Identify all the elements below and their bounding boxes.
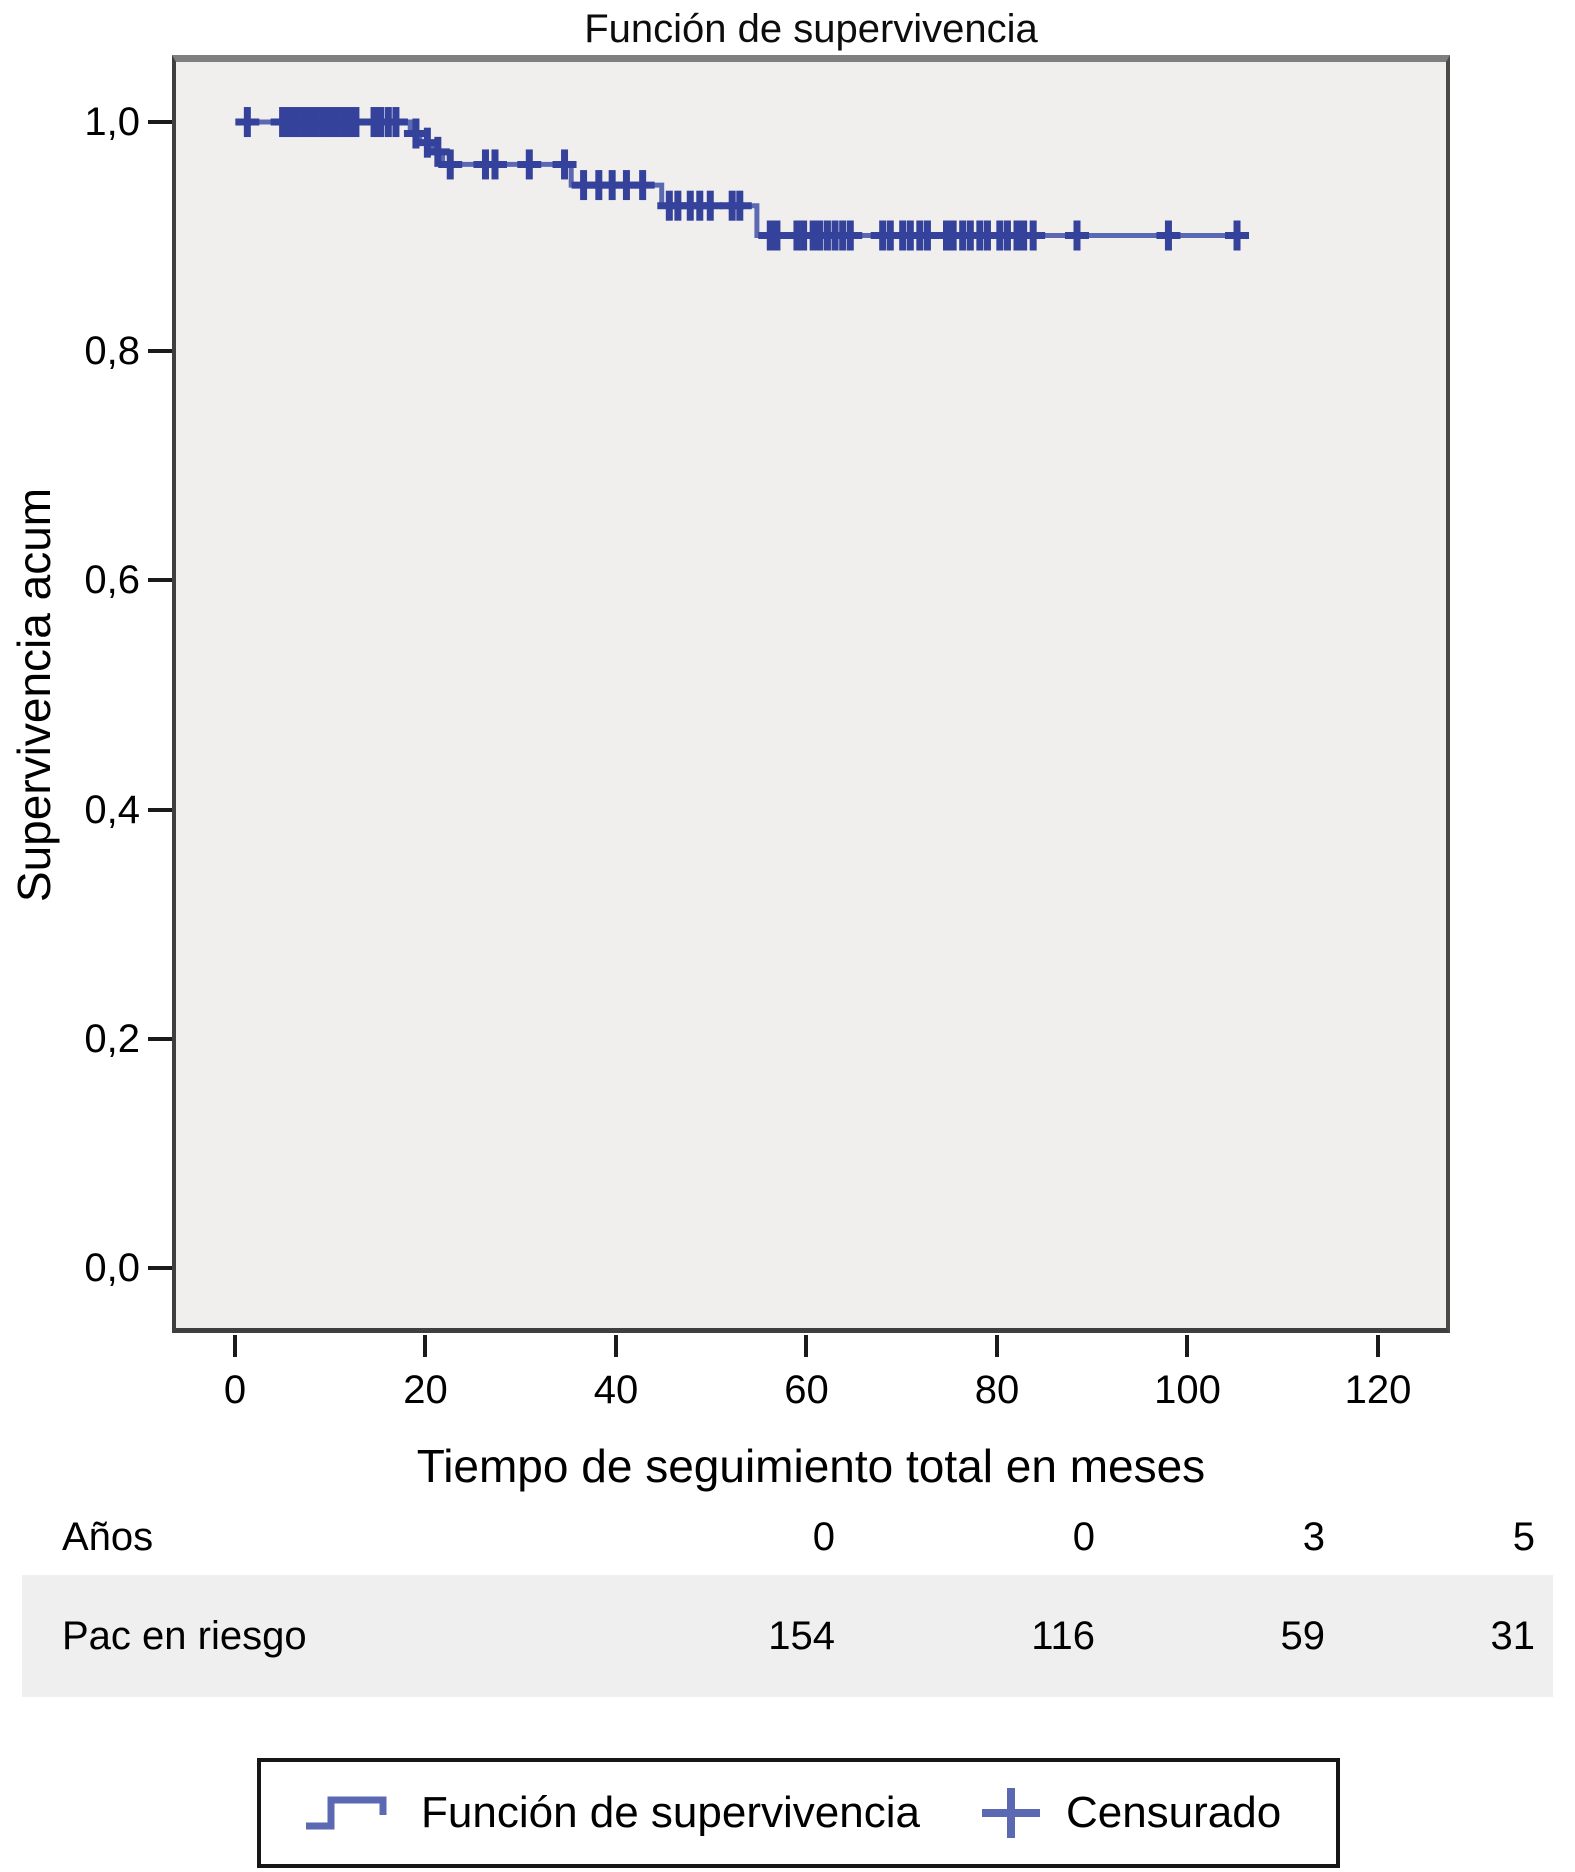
x-axis-tick bbox=[232, 1335, 237, 1357]
x-axis-tick bbox=[994, 1335, 999, 1357]
y-axis-tick-label: 0,0 bbox=[84, 1246, 140, 1291]
patients-at-risk-row-label: Pac en riesgo bbox=[62, 1614, 307, 1658]
patients-at-risk-value: 154 bbox=[768, 1614, 835, 1658]
y-axis-tick-label: 1,0 bbox=[84, 100, 140, 145]
legend-label-censored: Censurado bbox=[1065, 1788, 1282, 1837]
x-axis-tick bbox=[1185, 1335, 1190, 1357]
y-axis-tick bbox=[148, 349, 172, 354]
legend-label-survival: Función de supervivencia bbox=[421, 1788, 920, 1837]
years-value: 0 bbox=[812, 1515, 835, 1559]
years-value: 5 bbox=[1512, 1515, 1535, 1559]
x-axis-tick-label: 80 bbox=[974, 1368, 1020, 1412]
x-axis-tick bbox=[423, 1335, 428, 1357]
y-axis-tick bbox=[148, 578, 172, 583]
patients-at-risk-value: 116 bbox=[1031, 1614, 1095, 1658]
x-axis-tick-label: 20 bbox=[403, 1368, 448, 1412]
legend: Función de supervivencia Censurado bbox=[257, 1758, 1340, 1868]
x-axis-tick bbox=[613, 1335, 618, 1357]
x-axis-tick-label: 100 bbox=[1154, 1368, 1221, 1412]
years-value: 3 bbox=[1302, 1515, 1325, 1559]
chart-title: Función de supervivencia bbox=[584, 7, 1038, 51]
x-axis-title: Tiempo de seguimiento total en meses bbox=[416, 1440, 1206, 1492]
step-line-icon bbox=[306, 1796, 387, 1830]
y-axis-tick bbox=[148, 807, 172, 812]
patients-at-risk-value: 31 bbox=[1490, 1614, 1536, 1658]
x-axis-tick-label: 60 bbox=[784, 1368, 829, 1412]
patients-at-risk-value: 59 bbox=[1280, 1614, 1326, 1658]
years-value: 0 bbox=[1072, 1515, 1095, 1559]
x-axis-tick bbox=[1375, 1335, 1380, 1357]
y-axis-tick bbox=[148, 1266, 172, 1271]
x-axis-tick-label: 40 bbox=[593, 1368, 639, 1412]
y-axis-tick-label: 0,4 bbox=[84, 787, 140, 832]
y-axis-tick bbox=[148, 1036, 172, 1041]
y-axis-tick-label: 0,6 bbox=[84, 558, 140, 603]
x-axis-tick-label: 120 bbox=[1344, 1368, 1412, 1412]
y-axis-tick bbox=[148, 120, 172, 125]
plus-icon bbox=[981, 1788, 1040, 1838]
plot-area bbox=[172, 55, 1450, 1333]
y-axis-tick-label: 0,2 bbox=[84, 1016, 140, 1061]
years-row-label: Años bbox=[62, 1515, 154, 1559]
y-axis-tick-label: 0,8 bbox=[84, 329, 140, 374]
kaplan-meier-plot bbox=[235, 107, 1250, 251]
x-axis-tick bbox=[804, 1335, 809, 1357]
y-axis-title: Supervivencia acum bbox=[8, 487, 60, 903]
risk-row-background bbox=[22, 1575, 1553, 1697]
x-axis-tick-label: 0 bbox=[223, 1368, 247, 1412]
